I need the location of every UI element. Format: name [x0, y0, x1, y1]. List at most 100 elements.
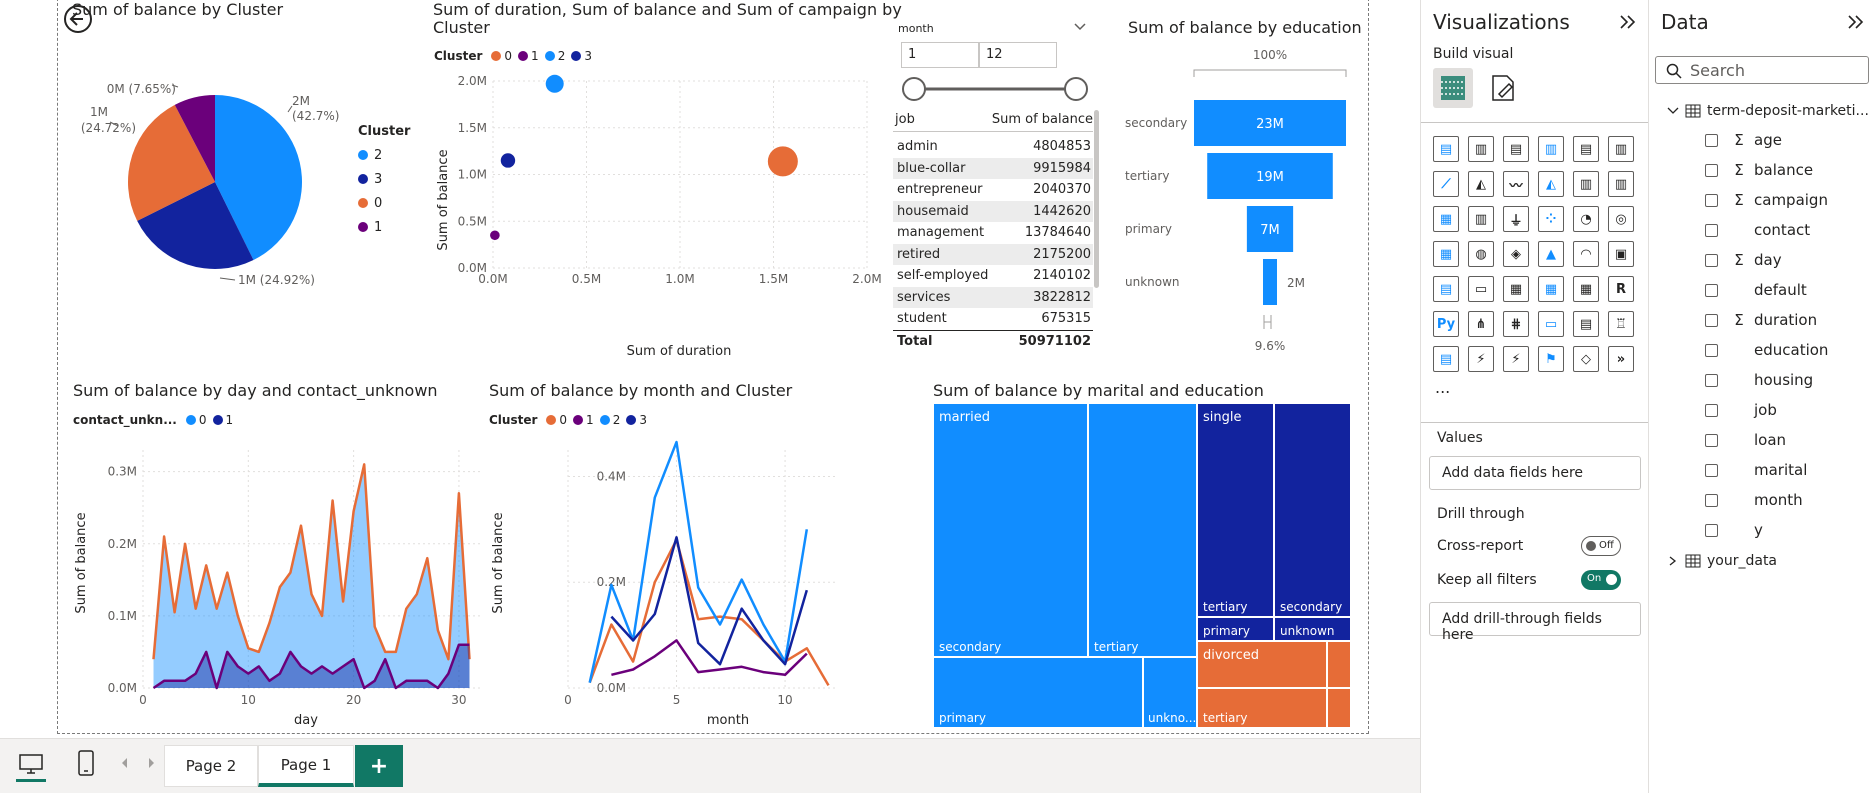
waterfall-icon[interactable]: ▥: [1573, 171, 1599, 197]
back-arrow-icon[interactable]: [63, 4, 93, 34]
tm-single-tertiary[interactable]: single tertiary: [1197, 403, 1274, 617]
stacked-area-icon[interactable]: 〰: [1503, 171, 1529, 197]
card-icon[interactable]: ▣: [1608, 241, 1634, 267]
stacked-bar-icon[interactable]: ▤: [1433, 136, 1459, 162]
legend-item[interactable]: 1: [573, 413, 594, 427]
power-automate-icon[interactable]: ⚡: [1503, 346, 1529, 372]
legend-item[interactable]: 3: [571, 49, 592, 63]
treemap-chart[interactable]: married secondary tertiary primary unkno…: [933, 403, 1351, 728]
ribbon-icon[interactable]: ◭: [1538, 171, 1564, 197]
slicer-to-input[interactable]: 12: [979, 42, 1057, 68]
values-well[interactable]: Add data fields here: [1429, 456, 1641, 490]
data-search-box[interactable]: Search: [1655, 56, 1869, 84]
legend-item[interactable]: 0: [491, 49, 512, 63]
line-series-3[interactable]: [610, 536, 808, 666]
matrix-icon[interactable]: ▦: [1573, 276, 1599, 302]
pie-legend-item[interactable]: 0: [358, 191, 410, 215]
line-series-1[interactable]: [611, 639, 808, 677]
line-icon[interactable]: ⟋: [1433, 171, 1459, 197]
keep-all-filters-toggle[interactable]: On: [1581, 570, 1621, 590]
100-column-icon[interactable]: ▥: [1608, 136, 1634, 162]
field-checkbox[interactable]: [1705, 433, 1718, 447]
python-visual-icon[interactable]: Py: [1433, 311, 1459, 337]
field-checkbox[interactable]: [1705, 313, 1718, 327]
more-visuals-button[interactable]: ...: [1435, 378, 1451, 397]
table-row[interactable]: management 13784640: [893, 222, 1093, 244]
tm-married-unknown[interactable]: unkno...: [1143, 657, 1197, 728]
pie-slice-2[interactable]: [215, 95, 302, 261]
diamond-icon[interactable]: ◇: [1573, 346, 1599, 372]
mobile-view-icon[interactable]: [76, 749, 96, 777]
area-line-0[interactable]: [152, 463, 471, 661]
field-checkbox[interactable]: [1705, 523, 1718, 537]
100-bar-icon[interactable]: ▤: [1573, 136, 1599, 162]
field-checkbox[interactable]: [1705, 373, 1718, 387]
drill-through-well[interactable]: Add drill-through fields here: [1429, 602, 1641, 643]
key-influencers-icon[interactable]: ⋔: [1468, 311, 1494, 337]
field-housing[interactable]: housing: [1705, 368, 1813, 392]
table-row[interactable]: services 3822812: [893, 286, 1093, 308]
paginated-icon[interactable]: ▤: [1573, 311, 1599, 337]
table-scrollbar[interactable]: [1094, 110, 1099, 288]
more-icon[interactable]: »: [1608, 346, 1634, 372]
collapse-viz-pane-icon[interactable]: [1619, 14, 1637, 30]
chevron-left-icon[interactable]: [120, 757, 130, 769]
gauge-icon[interactable]: ◠: [1573, 241, 1599, 267]
donut-icon[interactable]: ◎: [1608, 206, 1634, 232]
legend-item[interactable]: 1: [212, 413, 233, 427]
field-marital[interactable]: marital: [1705, 458, 1807, 482]
desktop-view-icon[interactable]: [18, 751, 44, 777]
table-row[interactable]: entrepreneur 2040370: [893, 179, 1093, 201]
build-visual-tab[interactable]: [1433, 68, 1473, 108]
pie-legend-item[interactable]: 1: [358, 215, 410, 239]
pie-legend-item[interactable]: 2: [358, 143, 410, 167]
line-chart[interactable]: 0.0M 0.2M 0.4M 0 5 10 month Sum of balance: [480, 430, 910, 730]
pie-legend-item[interactable]: 3: [358, 167, 410, 191]
funnel-bar[interactable]: [1263, 259, 1277, 305]
funnel-bar[interactable]: [1246, 206, 1294, 252]
chevron-right-icon[interactable]: [146, 757, 156, 769]
job-col-header[interactable]: job: [895, 112, 915, 127]
field-checkbox[interactable]: [1705, 403, 1718, 417]
area-chart[interactable]: 0.0M 0.1M 0.2M 0.3M 0 10 20 30 day Sum of balan…: [60, 430, 480, 730]
table-icon[interactable]: ▦: [1538, 276, 1564, 302]
tm-divorced-unknown[interactable]: [1327, 688, 1351, 728]
scatter-point-2[interactable]: [545, 74, 564, 93]
metrics-icon[interactable]: ⚑: [1538, 346, 1564, 372]
scatter-icon[interactable]: ⁘: [1538, 206, 1564, 232]
tm-married-tertiary[interactable]: tertiary: [1088, 403, 1197, 657]
scatter-point-1[interactable]: [490, 230, 500, 241]
tab-page-1[interactable]: Page 1: [258, 745, 354, 787]
table-row[interactable]: admin 4804853: [893, 136, 1093, 158]
slicer-from-input[interactable]: 1: [901, 42, 979, 68]
legend-item[interactable]: 0: [185, 413, 207, 427]
clustered-column-icon[interactable]: ▥: [1538, 136, 1564, 162]
multirow-card-icon[interactable]: ▤: [1433, 276, 1459, 302]
r-visual-icon[interactable]: R: [1608, 276, 1634, 302]
treemap-icon[interactable]: ▦: [1433, 241, 1459, 267]
tm-married-secondary[interactable]: married secondary: [933, 403, 1088, 657]
pie-slice-1[interactable]: [174, 95, 215, 182]
line-series-0[interactable]: [588, 538, 830, 687]
field-checkbox[interactable]: [1705, 133, 1718, 147]
funnel-bar[interactable]: [1207, 153, 1333, 199]
table-term-deposit[interactable]: term-deposit-marketi...: [1667, 100, 1869, 122]
format-visual-icon[interactable]: [1487, 72, 1519, 104]
field-contact[interactable]: contact: [1705, 218, 1810, 242]
slicer-icon[interactable]: ▦: [1503, 276, 1529, 302]
field-checkbox[interactable]: [1705, 493, 1718, 507]
pie-icon[interactable]: ◔: [1573, 206, 1599, 232]
pie-slice-3[interactable]: [137, 182, 254, 269]
field-education[interactable]: education: [1705, 338, 1828, 362]
legend-item[interactable]: 2: [599, 413, 620, 427]
legend-item[interactable]: 3: [626, 413, 647, 427]
table-row[interactable]: retired 2175200: [893, 243, 1093, 265]
table-row[interactable]: blue-collar 9915984: [893, 157, 1093, 179]
month-range-slider[interactable]: [900, 76, 1092, 104]
clustered-bar-icon[interactable]: ▤: [1503, 136, 1529, 162]
